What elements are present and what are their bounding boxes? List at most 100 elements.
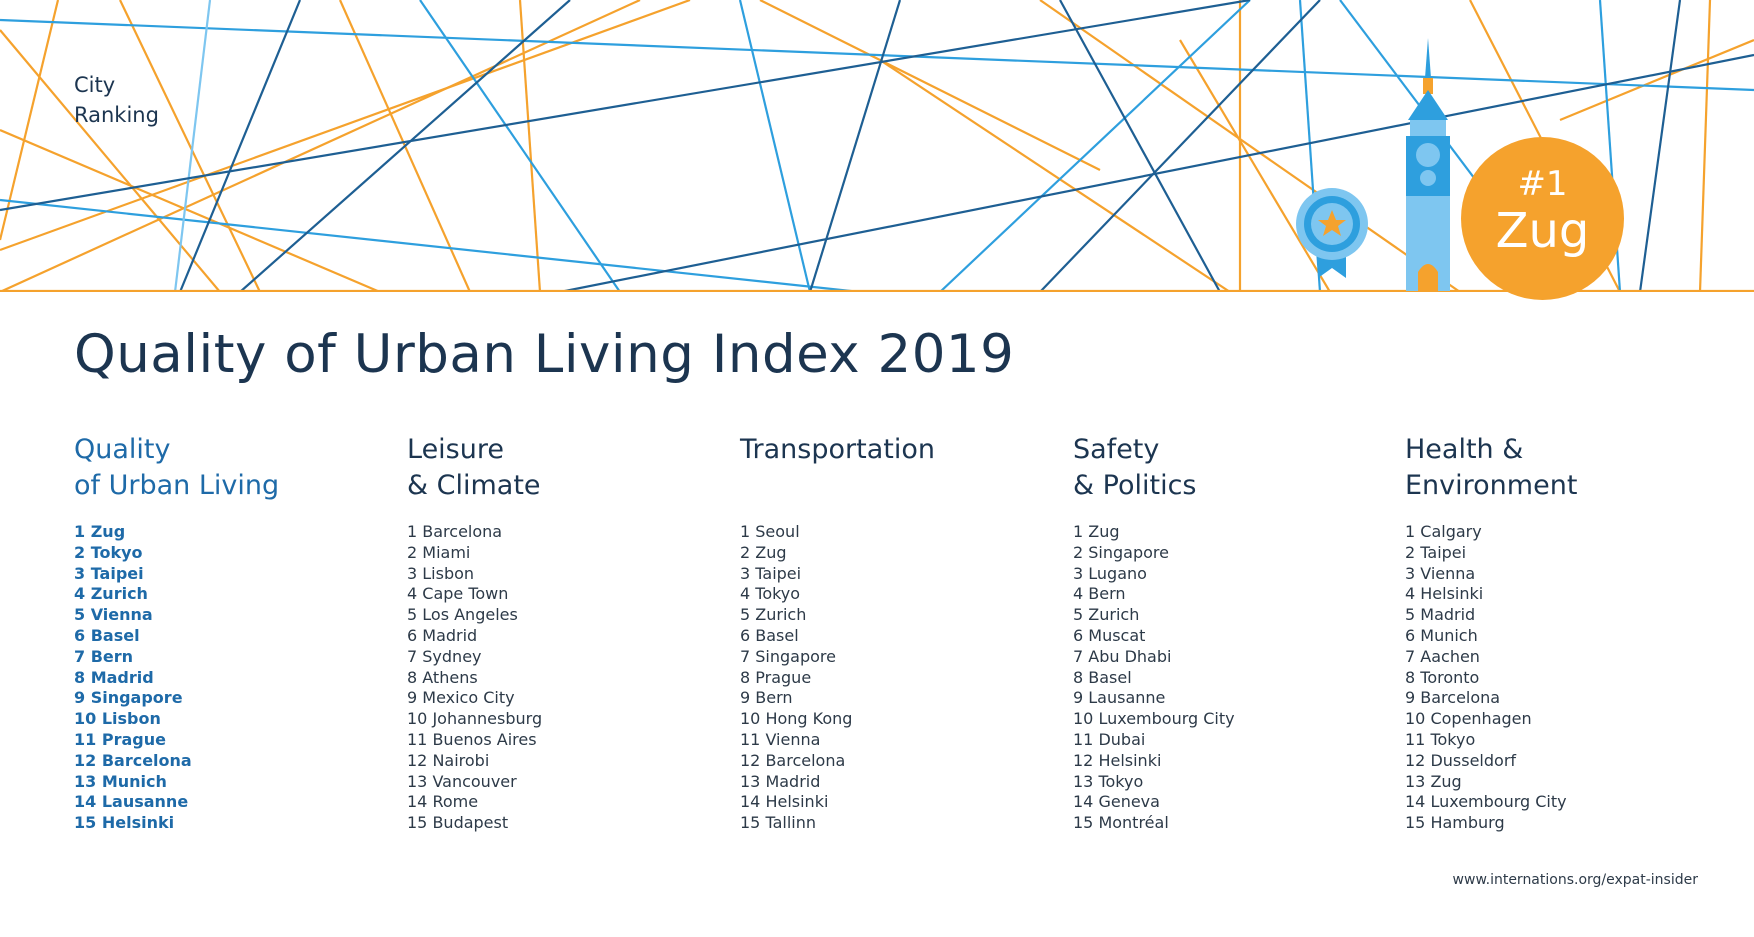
ranking-list: 1 Calgary 2 Taipei 3 Vienna 4 Helsinki 5… — [1405, 522, 1705, 834]
list-item: 14 Luxembourg City — [1405, 792, 1567, 812]
list-item: 12 Nairobi — [407, 750, 490, 770]
page-title: Quality of Urban Living Index 2019 — [74, 324, 1015, 385]
city-ranking-line1: City — [74, 73, 116, 97]
heading-line2: of Urban Living — [74, 470, 280, 501]
list-item: 10 Hong Kong — [740, 709, 853, 729]
list-item: 7 Abu Dhabi — [1073, 646, 1172, 666]
footer-url: www.internations.org/expat-insider — [1452, 872, 1698, 888]
heading-line1: Health & — [1405, 434, 1524, 465]
list-item: 9 Bern — [740, 688, 793, 708]
column-health-environment: Health & Environment 1 Calgary 2 Taipei … — [1405, 432, 1705, 834]
list-item: 8 Toronto — [1405, 667, 1480, 687]
list-item: 14 Helsinki — [740, 792, 829, 812]
list-item: 4 Helsinki — [1405, 584, 1484, 604]
list-item: 15 Tallinn — [740, 813, 816, 833]
list-item: 4 Zurich — [74, 584, 148, 604]
list-item: 14 Lausanne — [74, 792, 189, 812]
list-item: 5 Vienna — [74, 605, 153, 625]
list-item: 15 Hamburg — [1405, 813, 1505, 833]
column-heading: Transportation — [740, 432, 1040, 522]
list-item: 10 Copenhagen — [1405, 709, 1532, 729]
city-ranking-label: City Ranking — [74, 70, 159, 130]
list-item: 13 Tokyo — [1073, 771, 1144, 791]
list-item: 15 Helsinki — [74, 813, 175, 833]
list-item: 12 Helsinki — [1073, 750, 1162, 770]
list-item: 10 Luxembourg City — [1073, 709, 1235, 729]
list-item: 5 Los Angeles — [407, 605, 518, 625]
ranking-list: 1 Zug 2 Singapore 3 Lugano 4 Bern 5 Zuri… — [1073, 522, 1373, 834]
list-item: 7 Sydney — [407, 646, 482, 666]
column-heading: Health & Environment — [1405, 432, 1705, 522]
list-item: 8 Prague — [740, 667, 812, 687]
list-item: 10 Johannesburg — [407, 709, 543, 729]
list-item: 3 Lugano — [1073, 563, 1147, 583]
list-item: 12 Barcelona — [740, 750, 846, 770]
heading-line2: Environment — [1405, 470, 1578, 501]
list-item: 1 Zug — [1073, 522, 1120, 541]
list-item: 12 Barcelona — [74, 750, 192, 770]
list-item: 11 Prague — [74, 729, 166, 749]
list-item: 1 Barcelona — [407, 522, 503, 541]
list-item: 3 Taipei — [740, 563, 802, 583]
list-item: 8 Athens — [407, 667, 478, 687]
column-transportation: Transportation 1 Seoul 2 Zug 3 Taipei 4 … — [740, 432, 1040, 834]
column-leisure-climate: Leisure & Climate 1 Barcelona 2 Miami 3 … — [407, 432, 707, 834]
list-item: 11 Dubai — [1073, 729, 1146, 749]
list-item: 6 Munich — [1405, 625, 1478, 645]
list-item: 2 Zug — [740, 542, 787, 562]
column-heading: Leisure & Climate — [407, 432, 707, 522]
column-heading: Safety & Politics — [1073, 432, 1373, 522]
list-item: 14 Geneva — [1073, 792, 1160, 812]
list-item: 4 Bern — [1073, 584, 1126, 604]
list-item: 6 Madrid — [407, 625, 478, 645]
list-item: 6 Muscat — [1073, 625, 1146, 645]
list-item: 6 Basel — [74, 625, 140, 645]
list-item: 13 Zug — [1405, 771, 1462, 791]
list-item: 9 Mexico City — [407, 688, 515, 708]
list-item: 3 Taipei — [74, 563, 144, 583]
list-item: 4 Cape Town — [407, 584, 509, 604]
list-item: 5 Zurich — [1073, 605, 1140, 625]
list-item: 2 Tokyo — [74, 542, 143, 562]
ranking-list: 1 Seoul 2 Zug 3 Taipei 4 Tokyo 5 Zurich … — [740, 522, 1040, 834]
ranking-list: 1 Zug 2 Tokyo 3 Taipei 4 Zurich 5 Vienna… — [74, 522, 374, 834]
clock-tower-icon — [1406, 38, 1450, 291]
city-ranking-line2: Ranking — [74, 103, 159, 127]
list-item: 12 Dusseldorf — [1405, 750, 1517, 770]
list-item: 11 Tokyo — [1405, 729, 1476, 749]
heading-line1: Transportation — [740, 434, 935, 465]
ranking-list: 1 Barcelona 2 Miami 3 Lisbon 4 Cape Town… — [407, 522, 707, 834]
list-item: 6 Basel — [740, 625, 799, 645]
heading-line1: Quality — [74, 434, 171, 465]
list-item: 7 Singapore — [740, 646, 836, 666]
award-ribbon-icon — [1296, 188, 1368, 278]
column-quality-of-urban-living: Quality of Urban Living 1 Zug 2 Tokyo 3 … — [74, 432, 374, 834]
list-item: 13 Madrid — [740, 771, 821, 791]
list-item: 1 Seoul — [740, 522, 800, 541]
list-item: 14 Rome — [407, 792, 479, 812]
heading-line2: & Climate — [407, 470, 541, 501]
list-item: 13 Munich — [74, 771, 167, 791]
badge-rank: #1 — [1517, 164, 1568, 204]
list-item: 13 Vancouver — [407, 771, 517, 791]
list-item: 3 Vienna — [1405, 563, 1476, 583]
list-item: 9 Barcelona — [1405, 688, 1501, 708]
heading-line1: Leisure — [407, 434, 504, 465]
list-item: 11 Vienna — [740, 729, 821, 749]
list-item: 5 Zurich — [740, 605, 807, 625]
list-item: 1 Calgary — [1405, 522, 1482, 541]
list-item: 5 Madrid — [1405, 605, 1476, 625]
list-item: 7 Aachen — [1405, 646, 1480, 666]
list-item: 2 Taipei — [1405, 542, 1467, 562]
list-item: 8 Basel — [1073, 667, 1132, 687]
list-item: 3 Lisbon — [407, 563, 475, 583]
list-item: 2 Miami — [407, 542, 471, 562]
list-item: 15 Budapest — [407, 813, 509, 833]
heading-line2: & Politics — [1073, 470, 1197, 501]
column-heading: Quality of Urban Living — [74, 432, 374, 522]
list-item: 7 Bern — [74, 646, 134, 666]
list-item: 2 Singapore — [1073, 542, 1169, 562]
list-item: 15 Montréal — [1073, 813, 1169, 833]
column-safety-politics: Safety & Politics 1 Zug 2 Singapore 3 Lu… — [1073, 432, 1373, 834]
list-item: 9 Lausanne — [1073, 688, 1166, 708]
